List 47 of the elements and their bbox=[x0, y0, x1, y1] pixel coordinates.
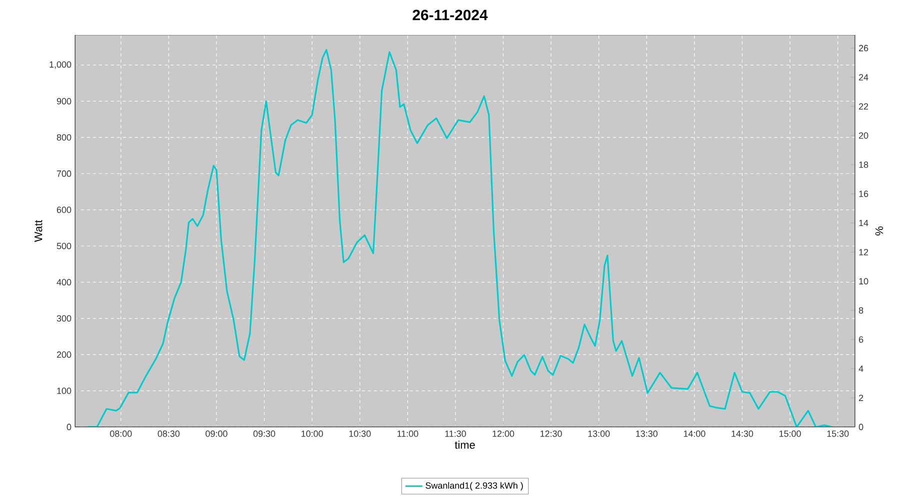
y-tick-label: 1,000 bbox=[50, 61, 72, 69]
x-tick-label: 11:30 bbox=[445, 430, 466, 437]
y2-tick-label: 2 bbox=[859, 394, 864, 401]
y-tick-label: 400 bbox=[56, 279, 72, 286]
y-axis-title: Watt bbox=[34, 220, 42, 242]
x-tick-label: 15:30 bbox=[827, 430, 849, 437]
y2-axis-title: % bbox=[875, 226, 884, 236]
x-tick-label: 08:30 bbox=[158, 430, 180, 437]
x-tick-label: 12:00 bbox=[492, 430, 514, 437]
y-tick-label: 900 bbox=[56, 98, 72, 104]
x-tick-label: 10:30 bbox=[349, 430, 371, 437]
y2-tick-label: 10 bbox=[859, 278, 868, 284]
y2-tick-label: 24 bbox=[859, 74, 868, 80]
y-tick-label: 300 bbox=[56, 315, 72, 322]
x-tick-label: 08:00 bbox=[110, 430, 132, 437]
legend-label: Swanland1( 2.933 kWh ) bbox=[426, 482, 523, 490]
x-tick-label: 14:00 bbox=[684, 430, 706, 437]
x-tick-label: 13:00 bbox=[588, 430, 610, 437]
y2-tick-label: 18 bbox=[859, 162, 868, 168]
y-tick-label: 800 bbox=[56, 134, 72, 141]
y-tick-label: 500 bbox=[56, 242, 72, 250]
y2-tick-label: 20 bbox=[859, 132, 868, 139]
x-tick-label: 11:00 bbox=[397, 430, 418, 437]
chart-title: 26-11-2024 bbox=[412, 10, 488, 20]
line-series bbox=[87, 49, 833, 427]
y2-tick-label: 12 bbox=[859, 248, 868, 256]
y-tick-label: 0 bbox=[66, 424, 72, 430]
y2-tick-label: 6 bbox=[859, 336, 864, 343]
y-tick-label: 600 bbox=[56, 206, 72, 213]
y2-tick-label: 0 bbox=[858, 424, 864, 430]
y-tick-label: 700 bbox=[56, 170, 72, 177]
x-tick-label: 10:00 bbox=[302, 430, 323, 437]
y-tick-label: 200 bbox=[56, 351, 72, 358]
y2-tick-label: 4 bbox=[858, 366, 864, 372]
x-axis-title: time bbox=[454, 440, 475, 449]
y2-tick-label: 8 bbox=[858, 307, 864, 314]
y2-tick-label: 22 bbox=[859, 103, 868, 110]
y2-tick-label: 26 bbox=[859, 44, 868, 52]
x-tick-label: 14:30 bbox=[732, 430, 754, 437]
y2-tick-label: 14 bbox=[859, 220, 868, 226]
x-tick-label: 09:00 bbox=[206, 430, 228, 437]
x-tick-label: 13:30 bbox=[636, 430, 658, 437]
x-tick-label: 15:00 bbox=[779, 430, 801, 437]
y-tick-label: 100 bbox=[57, 388, 72, 394]
y2-tick-label: 16 bbox=[859, 190, 868, 198]
x-tick-label: 12:30 bbox=[540, 430, 562, 437]
x-tick-label: 09:30 bbox=[253, 430, 276, 437]
